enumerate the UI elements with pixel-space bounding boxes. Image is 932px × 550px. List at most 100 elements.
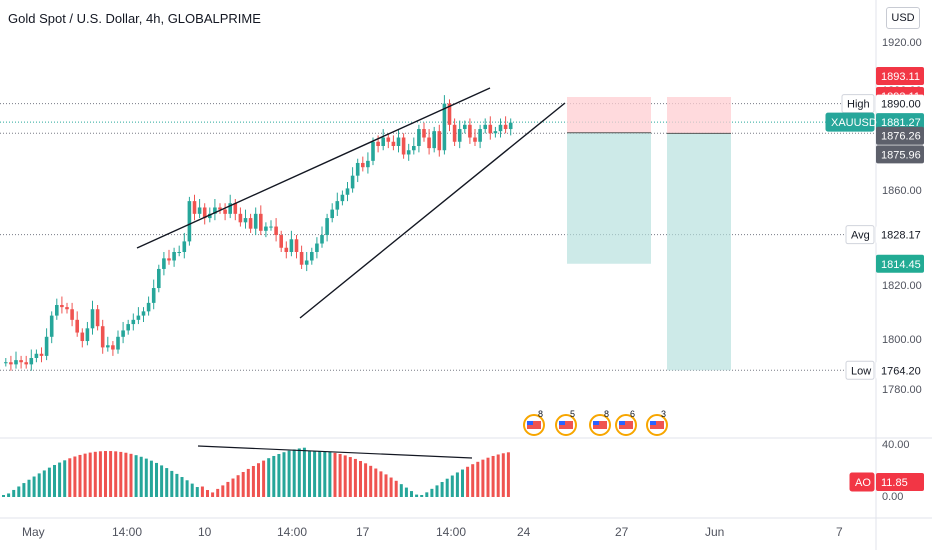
- symbol-tag-bg: [825, 112, 875, 132]
- flag-icon: [650, 421, 664, 429]
- candle-body: [432, 131, 436, 149]
- avg-tag: Avg: [851, 230, 870, 242]
- candle-body: [9, 362, 13, 365]
- ao-bar: [160, 465, 164, 497]
- event-count: 8: [538, 409, 543, 419]
- ao-tick-label: 40.00: [882, 439, 910, 451]
- ao-bar: [364, 463, 368, 497]
- ao-bar: [149, 460, 153, 497]
- price-tag-entry-1: 1876.26: [881, 131, 921, 143]
- ao-bar: [491, 455, 495, 497]
- candle-body: [422, 129, 426, 138]
- ao-bar: [257, 463, 260, 497]
- candle-body: [381, 137, 385, 146]
- ao-bar: [333, 452, 337, 497]
- ao-bar: [496, 454, 500, 497]
- candle-body: [279, 235, 283, 248]
- candle-body: [371, 141, 375, 161]
- candle-body: [223, 209, 227, 214]
- candle-body: [182, 241, 187, 252]
- flag-canton: [650, 421, 656, 425]
- price-tag-low-bg: [876, 361, 924, 380]
- flag-canton: [559, 421, 565, 425]
- candle-body: [146, 302, 151, 312]
- ao-tick-label: 0.00: [882, 491, 903, 503]
- candle-body: [345, 188, 350, 195]
- candle-body: [508, 122, 513, 130]
- candle-body: [187, 201, 192, 242]
- candle-body: [44, 336, 49, 356]
- candle-body: [463, 124, 467, 130]
- candle-body: [208, 213, 212, 219]
- flag-icon: [559, 421, 573, 429]
- ao-bar: [155, 462, 158, 497]
- candle-body: [320, 235, 324, 244]
- candle-body: [100, 326, 105, 348]
- ao-bar: [22, 483, 26, 497]
- ao-bar: [399, 484, 403, 497]
- candle-body: [325, 218, 329, 236]
- ao-bar: [206, 490, 209, 497]
- candle-body: [19, 360, 23, 363]
- take-profit-zone: [667, 133, 731, 371]
- ao-bar: [379, 471, 383, 497]
- ao-bar: [420, 495, 424, 497]
- candle-body: [437, 131, 442, 151]
- price-tag-entry-2: 1875.96: [881, 149, 921, 161]
- avg-tag-bg: [845, 225, 875, 245]
- ao-bar: [83, 453, 87, 497]
- candle-body: [70, 309, 74, 320]
- ao-name-tag-bg: [849, 472, 875, 492]
- price-tag-last: 1881.27: [881, 117, 921, 129]
- candle-body: [264, 226, 268, 231]
- ao-bar: [175, 473, 179, 497]
- candle-body: [172, 252, 176, 261]
- ao-bar: [68, 458, 72, 497]
- ao-bar: [190, 483, 194, 497]
- price-tag-stop-1-bg: [876, 67, 924, 86]
- price-tick-label: 1780.00: [882, 384, 922, 396]
- candle-body: [330, 209, 334, 219]
- ao-bar: [134, 455, 138, 497]
- ao-bar: [109, 451, 113, 497]
- event-count: 6: [630, 409, 635, 419]
- candle-body: [478, 129, 482, 142]
- chart-title: Gold Spot / U.S. Dollar, 4h, GLOBALPRIME: [8, 11, 261, 26]
- candle-body: [488, 124, 493, 134]
- ao-bar: [262, 460, 266, 497]
- candle-body: [141, 311, 146, 316]
- ao-bar: [425, 492, 429, 497]
- ao-bar: [471, 464, 475, 497]
- ao-bar: [98, 451, 102, 497]
- ao-bar: [12, 489, 16, 497]
- ao-bar: [236, 475, 240, 497]
- time-tick-label: 10: [198, 525, 212, 539]
- take-profit-zone: [567, 132, 651, 264]
- currency-button[interactable]: USD: [886, 7, 920, 29]
- ao-bar: [440, 481, 444, 497]
- ao-bar: [73, 456, 77, 497]
- event-count: 3: [661, 409, 666, 419]
- candle-body: [493, 131, 498, 134]
- time-tick-label: May: [22, 525, 45, 539]
- price-tag-high: 1890.00: [881, 99, 921, 111]
- candle-body: [192, 201, 197, 214]
- candle-body: [39, 353, 44, 356]
- ao-bar: [394, 480, 398, 497]
- candle-body: [157, 268, 161, 289]
- candle-body: [498, 124, 503, 132]
- candle-body: [162, 258, 166, 269]
- ao-bar: [348, 457, 352, 497]
- candle-body: [85, 328, 90, 342]
- candle-body: [218, 207, 222, 210]
- candle-body: [34, 353, 39, 358]
- candle-body: [473, 137, 477, 142]
- price-tag-entry-2-bg: [876, 145, 924, 164]
- ao-bar: [246, 468, 250, 497]
- candle-body: [376, 141, 380, 146]
- stop-loss-zone: [667, 97, 731, 134]
- ao-bar: [231, 478, 235, 497]
- ao-bar: [88, 452, 92, 497]
- candle-body: [248, 218, 253, 229]
